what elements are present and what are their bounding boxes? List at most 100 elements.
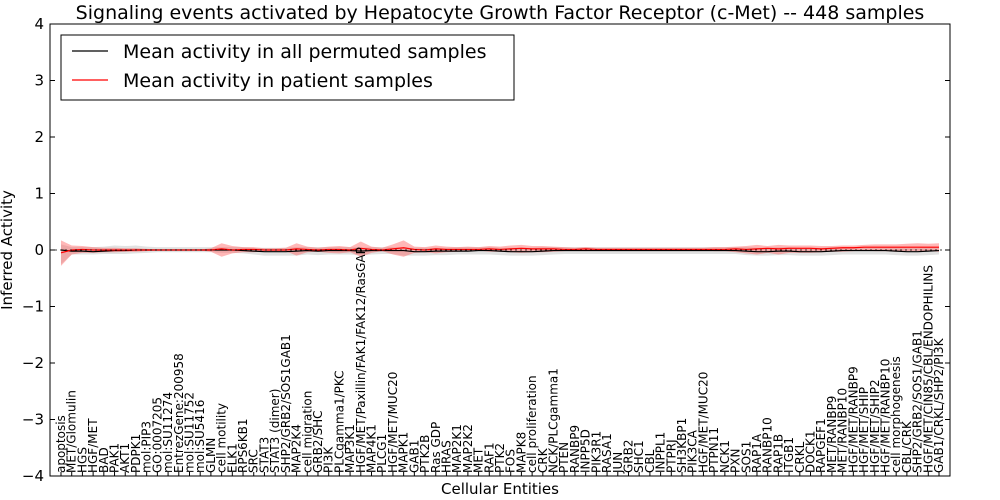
x-tick-label: BAD: [97, 447, 111, 473]
legend-label-patient: Mean activity in patient samples: [123, 70, 433, 92]
x-tick-label: CBL: [643, 449, 657, 473]
x-tick-label: HGF/MET/MUC20: [696, 372, 710, 473]
x-tick-label: GRB2/SHC: [311, 410, 325, 473]
legend: Mean activity in all permuted samples Me…: [60, 34, 515, 101]
x-tick-label: NCK/PLCgamma1: [547, 368, 561, 473]
x-tick-label: MAP4K1: [365, 424, 379, 473]
x-tick-label: PI3K: [322, 446, 336, 473]
legend-box: [60, 34, 515, 101]
x-tick-label: NCK1: [718, 440, 732, 473]
x-tick-label: MET/Glomulin: [65, 390, 79, 473]
x-tick-label: RANBP10: [761, 417, 775, 473]
y-tick-label: −2: [22, 354, 44, 372]
x-tick-label: INPP5D: [579, 429, 593, 473]
x-tick-label: MAP2K1: [450, 424, 464, 473]
x-tick-label: mol:SU11752: [182, 392, 196, 473]
x-tick-label: MET/RANBP10: [836, 388, 850, 473]
x-tick-label: MAPK1: [397, 432, 411, 473]
x-tick-label: cell motility: [215, 403, 229, 473]
x-tick-label: SHP2/GRB2/SOS1GAB1: [279, 334, 293, 473]
x-tick-label: INPPL1: [654, 432, 668, 473]
x-tick-label: MAP2K4: [290, 424, 304, 473]
x-tick-label: apoptosis: [54, 415, 68, 473]
x-tick-label: JUN: [611, 452, 625, 474]
y-tick-label: −1: [22, 298, 44, 316]
x-tick-label: HGF/MET/MUC20: [386, 372, 400, 473]
x-tick-label: MAP2K2: [461, 424, 475, 473]
x-tick-label: PIK3R1: [589, 431, 603, 473]
x-tick-label: AKT1: [118, 443, 132, 473]
x-tick-label: SOS1: [739, 441, 753, 473]
x-tick-label: HGF/MET/SHIP: [857, 387, 871, 473]
x-tick-label: RASA1: [600, 433, 614, 473]
x-tick-label: EntrezGene:200958: [172, 353, 186, 473]
x-tick-label: HGF/MET: [86, 418, 100, 473]
line-patient: [60, 246, 939, 254]
x-tick-label: mol:SU5416: [193, 400, 207, 473]
x-tick-label: RAP1B: [771, 434, 785, 473]
x-tick-label: HGF/MET/SHIP2: [868, 379, 882, 473]
y-tick-label: 4: [34, 15, 44, 33]
x-tick-label: RAPGEF1: [814, 418, 828, 473]
x-tick-label: PLCgamma1/PKC: [332, 370, 346, 473]
x-tick-label: mol:SU11274: [161, 392, 175, 473]
x-tick-label: SHP2/GRB2/SOS1/GAB1: [911, 330, 925, 473]
x-tick-label: MAP3K1: [343, 424, 357, 473]
x-tick-label: RAF1: [482, 442, 496, 473]
x-axis-label: Cellular Entities: [441, 480, 559, 498]
x-tick-label: PAK1: [108, 443, 122, 473]
x-tick-label: cell morphogenesis: [889, 356, 903, 473]
x-tick-label: ELK1: [225, 443, 239, 473]
x-tick-label: GAB1: [407, 440, 421, 473]
x-tick-label: RPS6KB1: [236, 418, 250, 473]
x-tick-label: CBL/CRK: [900, 420, 914, 473]
x-tick-label: SRC: [247, 449, 261, 473]
x-tick-label: RANBP9: [568, 425, 582, 473]
y-tick-label: 3: [34, 72, 44, 90]
x-tick-label: HGF/MET/RANBP9: [846, 366, 860, 473]
y-tick-label: −4: [22, 467, 44, 485]
x-tick-label: HGS: [75, 447, 89, 473]
x-tick-label: cell proliferation: [525, 375, 539, 473]
x-tick-label: GAB1/CRKL/SHP2/PI3K: [932, 337, 946, 473]
x-tick-label: HGF/MET/CIN85/CBL/ENDOPHILINS: [921, 265, 935, 473]
x-tick-label: GO:0007205: [150, 397, 164, 473]
y-tick-label: 2: [34, 128, 44, 146]
x-tick-label: MET/RANBP9: [825, 396, 839, 473]
band-patient: [61, 240, 939, 266]
x-tick-label: PDPK1: [129, 434, 143, 473]
y-tick-label: −3: [22, 411, 44, 429]
x-tick-label: HGF/MET/Paxillin/FAK1/FAK12/RasGAP: [354, 247, 368, 473]
x-tick-label: PTPN11: [707, 427, 721, 473]
x-tick-label: GLMN: [204, 438, 218, 473]
x-tick-label: HGF/MET/RANBP10: [878, 359, 892, 473]
x-tick-label: PIK3CA: [686, 429, 700, 473]
x-tick-label: PTPRJ: [664, 439, 678, 473]
x-tick-label: HRAS: [439, 440, 453, 473]
x-tick-label: cell migration: [300, 391, 314, 473]
x-tick-label: SHC1: [632, 440, 646, 473]
x-tick-label: PTK2: [493, 443, 507, 473]
y-tick-label: 0: [34, 241, 44, 259]
x-tick-label: GRB2: [621, 439, 635, 473]
chart-title: Signaling events activated by Hepatocyte…: [76, 2, 925, 24]
x-tick-label: RAP1A: [750, 433, 764, 473]
x-tick-label: DOCK1: [804, 430, 818, 473]
x-tick-label: STAT3: [257, 437, 271, 473]
y-tick-label: 1: [34, 185, 44, 203]
x-axis: apoptosisMET/GlomulinHGSHGF/METBADPAK1AK…: [54, 247, 946, 476]
x-tick-label: SH3KBP1: [675, 418, 689, 473]
x-tick-label: CRK: [536, 447, 550, 473]
legend-label-permuted: Mean activity in all permuted samples: [123, 41, 486, 63]
y-axis: −4 −3 −2 −1 0 1 2 3 4: [22, 15, 950, 485]
x-tick-label: MET: [472, 447, 486, 473]
x-tick-label: PXN: [729, 449, 743, 473]
x-tick-label: ITGB1: [782, 437, 796, 473]
x-tick-label: MAPK8: [514, 432, 528, 473]
x-tick-label: STAT3 (dimer): [268, 389, 282, 473]
y-axis-label: Inferred Activity: [0, 190, 16, 310]
x-tick-label: mol:PIP3: [140, 421, 154, 473]
x-tick-label: FOS: [504, 449, 518, 473]
x-tick-label: CRKL: [793, 441, 807, 473]
